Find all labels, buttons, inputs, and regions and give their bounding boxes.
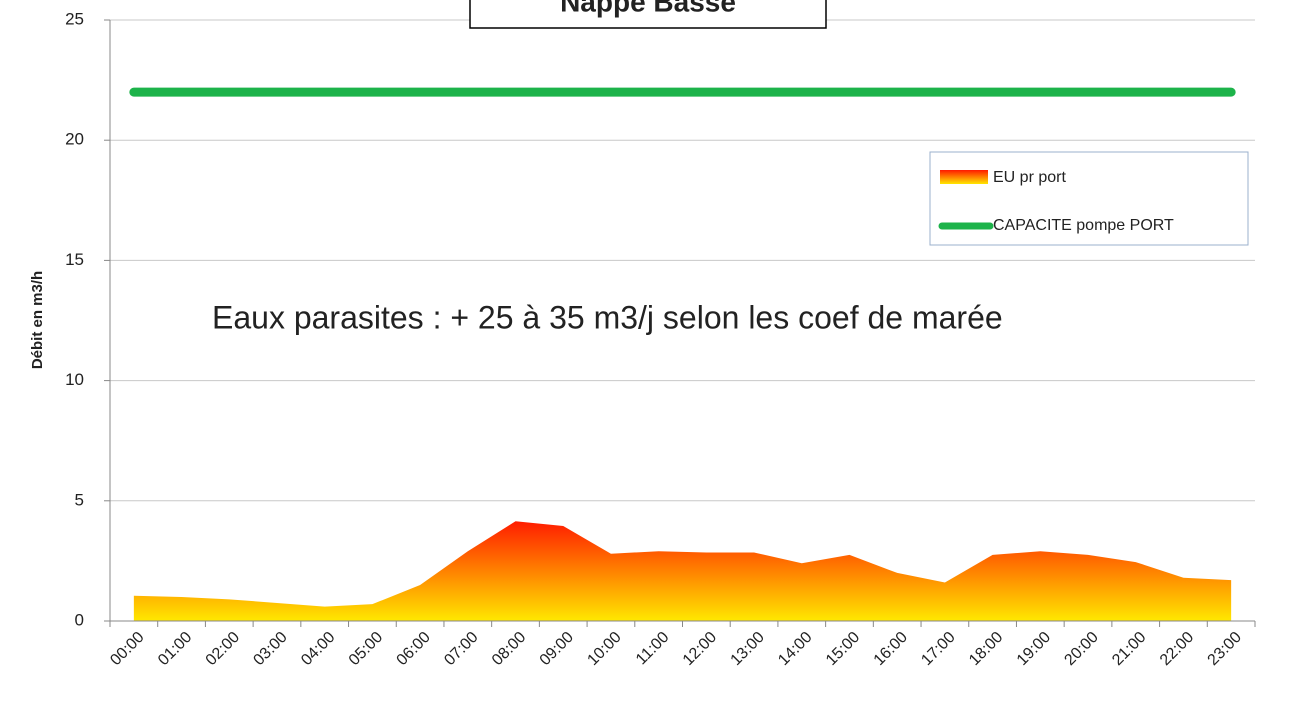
x-tick-label: 16:00 — [871, 629, 911, 669]
x-tick-label: 13:00 — [728, 629, 768, 669]
legend-label: CAPACITE pompe PORT — [993, 217, 1174, 234]
x-tick-label: 05:00 — [346, 629, 386, 669]
x-tick-label: 07:00 — [441, 629, 481, 669]
y-tick-label: 15 — [65, 250, 84, 269]
x-tick-label: 04:00 — [298, 629, 338, 669]
x-tick-label: 02:00 — [203, 629, 243, 669]
chart-title: Nappe Basse — [560, 0, 736, 17]
x-tick-label: 00:00 — [107, 629, 147, 669]
legend-swatch — [940, 170, 988, 184]
y-tick-label: 25 — [65, 9, 84, 28]
y-tick-label: 5 — [75, 490, 84, 509]
x-tick-label: 20:00 — [1061, 629, 1101, 669]
plot-area: 0 5 10 15 20 25 00:00 01:00 02:00 03:00 04:00 05:00… — [65, 9, 1256, 669]
x-tick-label: 03:00 — [250, 629, 290, 669]
title-box — [469, 0, 827, 29]
x-tick-label: 08:00 — [489, 629, 529, 669]
x-tick-label: 19:00 — [1014, 629, 1054, 669]
x-tick-label: 21:00 — [1109, 629, 1149, 669]
x-tick-label: 12:00 — [680, 629, 720, 669]
x-tick-label: 17:00 — [918, 629, 958, 669]
x-tick-label: 09:00 — [537, 629, 577, 669]
x-tick-label: 22:00 — [1157, 629, 1197, 669]
legend-label: EU pr port — [993, 169, 1066, 186]
y-tick-label: 10 — [65, 370, 84, 389]
x-tick-label: 14:00 — [775, 629, 815, 669]
x-tick-label: 18:00 — [966, 629, 1006, 669]
x-tick-label: 10:00 — [584, 629, 624, 669]
y-axis-label: Débit en m3/h — [29, 271, 46, 369]
x-tick-label: 01:00 — [155, 629, 195, 669]
x-tick-label: 11:00 — [633, 629, 673, 669]
area — [133, 521, 1232, 621]
x-tick-label: 15:00 — [823, 629, 863, 669]
y-tick-label: 0 — [75, 610, 84, 629]
x-tick-label: 06:00 — [394, 629, 434, 669]
legend: EU pr port CAPACITE pompe PORT — [929, 151, 1249, 246]
x-tick-label: 23:00 — [1205, 629, 1245, 669]
y-tick-label: 20 — [65, 130, 84, 149]
annotation: Eaux parasites : + 25 à 35 m3/j selon le… — [212, 299, 1003, 335]
